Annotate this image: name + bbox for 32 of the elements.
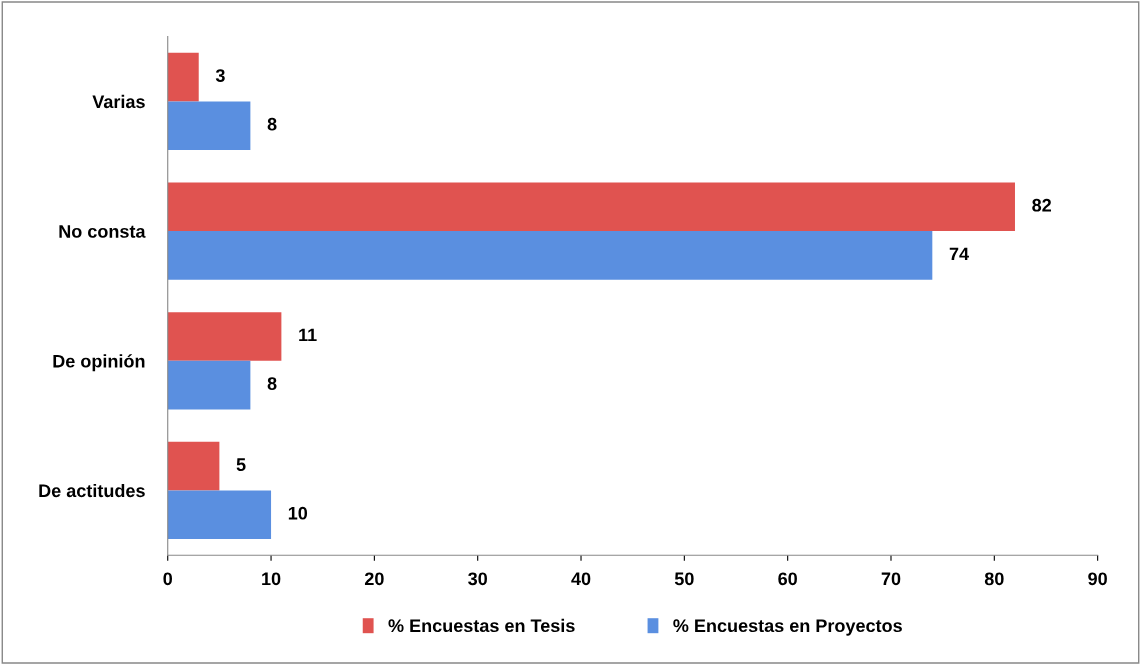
data-label: 8 xyxy=(267,117,277,131)
legend-label: % Encuestas en Proyectos xyxy=(673,619,902,636)
x-tick-label: 20 xyxy=(364,572,384,586)
y-tick-label: Varias xyxy=(92,94,145,109)
x-tick-label: 30 xyxy=(468,572,487,586)
data-label: 82 xyxy=(1032,198,1052,212)
data-label: 3 xyxy=(215,69,225,82)
data-label: 74 xyxy=(949,247,969,261)
bar xyxy=(167,101,251,151)
x-tick-label: 70 xyxy=(881,572,901,586)
bar xyxy=(167,441,220,491)
bar xyxy=(167,231,933,280)
x-tick-label: 90 xyxy=(1088,572,1107,586)
legend-label: % Encuestas en Tesis xyxy=(388,618,575,633)
x-tick-label: 60 xyxy=(778,572,797,586)
x-tick-label: 40 xyxy=(571,572,591,586)
data-label: 11 xyxy=(299,328,317,342)
bar xyxy=(167,360,251,410)
x-tick-label: 80 xyxy=(984,572,1004,586)
data-label: 5 xyxy=(236,458,246,471)
bar xyxy=(167,182,1015,232)
bar xyxy=(167,312,282,361)
data-label: 8 xyxy=(267,377,277,390)
bar xyxy=(167,490,272,540)
y-tick-label: De actitudes xyxy=(39,483,145,498)
x-tick-label: 0 xyxy=(163,572,173,586)
x-tick-label: 50 xyxy=(674,572,694,586)
y-tick-label: De opinión xyxy=(53,354,145,372)
y-tick-label: No consta xyxy=(59,225,146,238)
bar xyxy=(167,52,199,102)
data-label: 10 xyxy=(288,506,308,520)
x-tick-label: 10 xyxy=(262,572,281,586)
